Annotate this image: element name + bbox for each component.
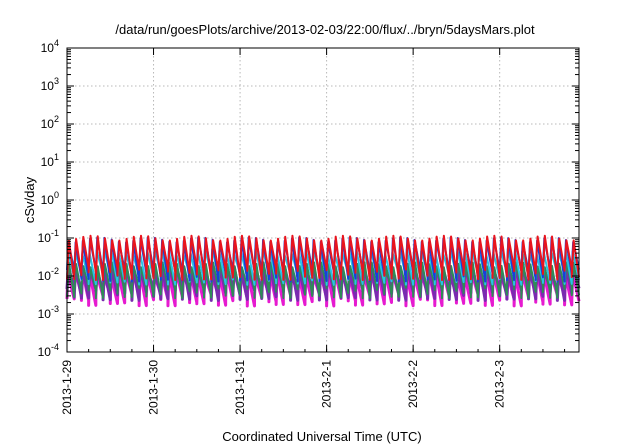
chart-title: /data/run/goesPlots/archive/2013-02-03/2… — [115, 22, 535, 37]
y-tick-label: 104 — [41, 38, 59, 55]
y-tick-label: 10-4 — [38, 342, 59, 359]
y-tick-label: 102 — [41, 114, 59, 131]
series-line — [66, 261, 580, 300]
y-axis-label: cSv/day — [22, 176, 37, 223]
data-series — [65, 234, 581, 308]
y-tick-label: 10-1 — [38, 228, 59, 245]
x-tick-label: 2013-1-30 — [147, 360, 161, 415]
y-tick-label: 10-2 — [38, 266, 59, 283]
x-tick-label: 2013-2-2 — [406, 360, 420, 408]
y-tick-label: 101 — [41, 152, 59, 169]
series-line — [66, 234, 580, 282]
y-tick-label: 10-3 — [38, 304, 59, 321]
x-tick-label: 2013-1-31 — [233, 360, 247, 415]
axis-ticks — [66, 47, 579, 353]
x-tick-label: 2013-1-29 — [60, 360, 74, 415]
y-tick-label: 100 — [41, 190, 59, 207]
x-tick-labels: 2013-1-29 2013-1-30 2013-1-31 2013-2-1 2013-… — [60, 360, 507, 415]
x-tick-label: 2013-2-1 — [320, 360, 334, 408]
x-axis-label: Coordinated Universal Time (UTC) — [222, 429, 421, 444]
x-tick-label: 2013-2-3 — [493, 360, 507, 408]
y-tick-label: 103 — [41, 76, 59, 93]
grid-lines — [66, 48, 579, 352]
y-tick-labels: 10-4 10-3 10-2 10-1 100 101 102 103 104 — [38, 38, 59, 359]
